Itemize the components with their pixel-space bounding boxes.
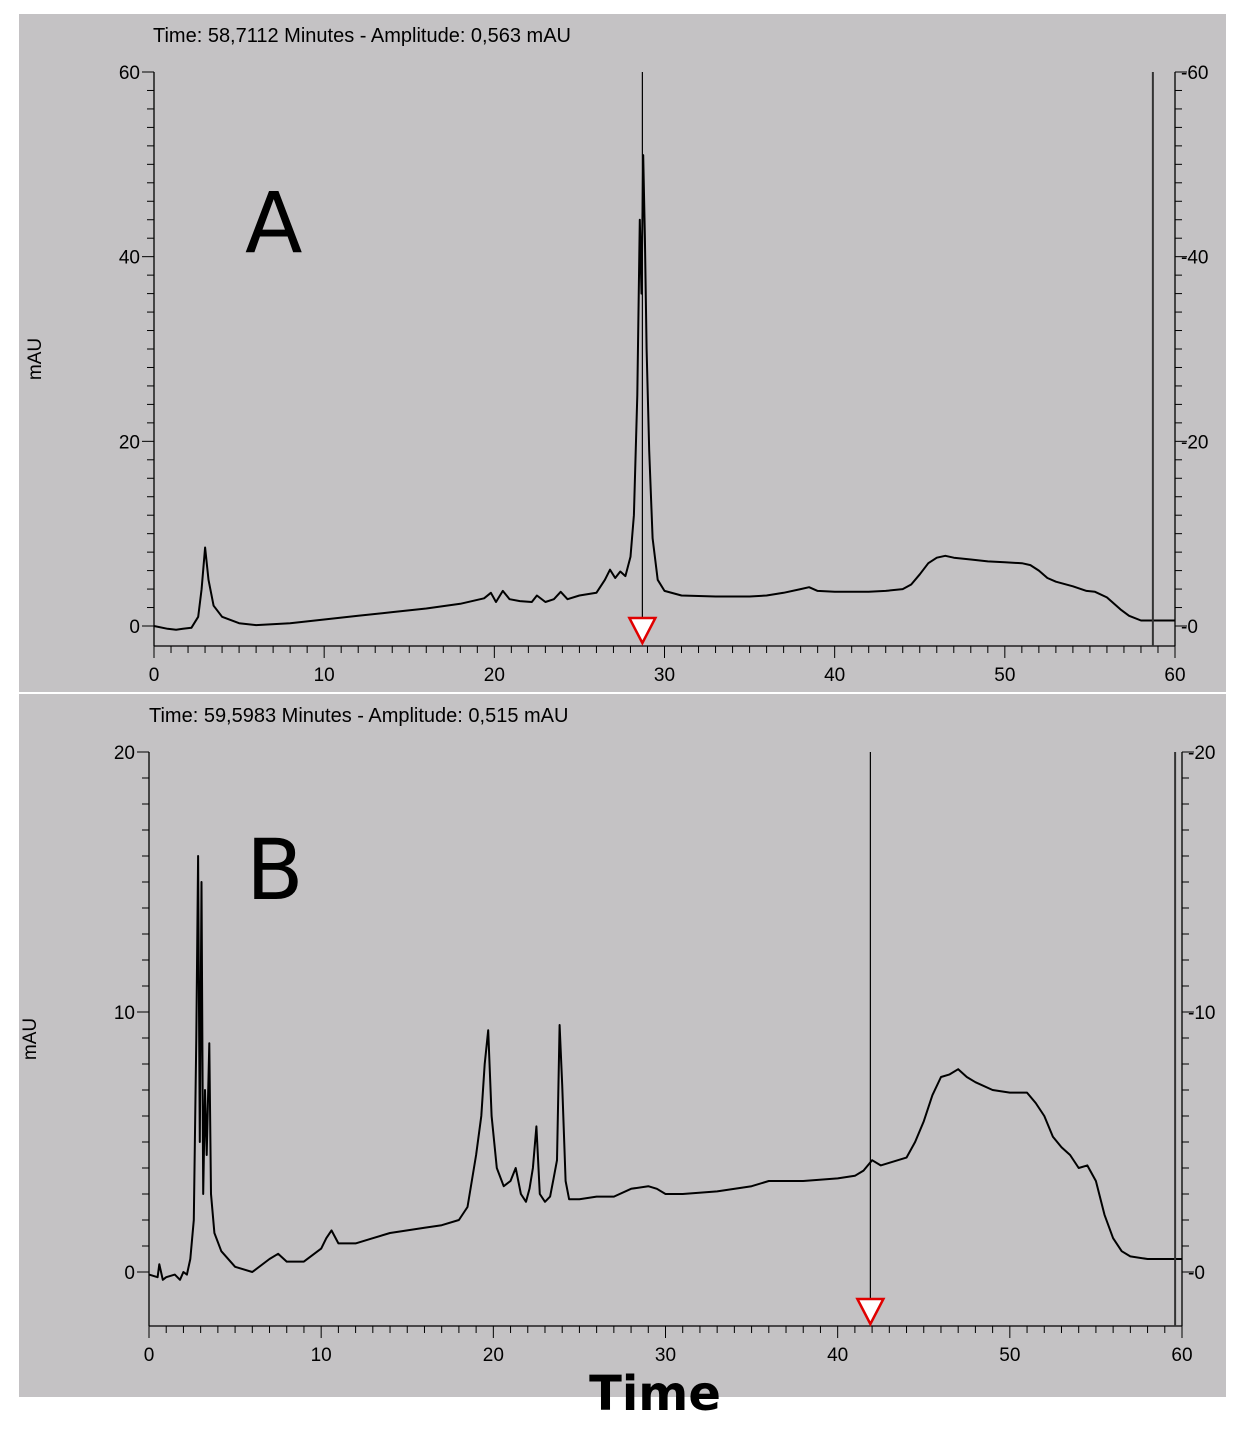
x-tick-label: 50 [994,665,1015,686]
y-right-tick-label: -40 [1181,248,1208,269]
y-axis-label: mAU [20,1018,41,1060]
x-tick-label: 60 [1171,1345,1192,1366]
x-tick-label: 50 [999,1345,1020,1366]
y-tick-label: 10 [114,1003,135,1024]
chromatogram-trace [153,154,1175,631]
cursor-readout: Time: 58,7112 Minutes - Amplitude: 0,563… [153,25,571,47]
y-right-tick-label: -10 [1188,1003,1215,1024]
chromatogram-a-svg: Time: 58,7112 Minutes - Amplitude: 0,563… [25,25,1208,686]
x-tick-label: 0 [149,665,160,686]
y-tick-label: 20 [114,743,135,764]
x-tick-label: 40 [824,665,845,686]
chromatogram-trace [148,855,1182,1281]
y-right-tick-label: -60 [1181,63,1208,84]
x-axis-title: Time [589,1366,721,1422]
y-tick-label: 60 [119,63,140,84]
y-right-tick-label: -0 [1181,617,1198,638]
y-right-tick-label: -20 [1181,432,1208,453]
panel-letter: A [245,174,302,272]
cursor-readout: Time: 59,5983 Minutes - Amplitude: 0,515… [149,705,568,727]
x-tick-label: 10 [314,665,335,686]
y-right-tick-label: -0 [1188,1263,1205,1284]
chromatogram-b-svg: Time: 59,5983 Minutes - Amplitude: 0,515… [20,705,1215,1366]
cursor-marker-icon [855,1297,886,1327]
y-tick-label: 0 [124,1263,135,1284]
y-tick-label: 40 [119,248,140,269]
x-tick-label: 0 [144,1345,155,1366]
x-tick-label: 20 [483,1345,504,1366]
panel-letter: B [246,821,304,919]
x-tick-label: 30 [654,665,675,686]
cursor-marker-icon [627,616,658,646]
y-tick-label: 20 [119,432,140,453]
x-tick-label: 30 [655,1345,676,1366]
y-right-tick-label: -20 [1188,743,1215,764]
chromatogram-panel-b: Time: 59,5983 Minutes - Amplitude: 0,515… [19,694,1226,1397]
x-tick-label: 60 [1164,665,1185,686]
chromatogram-panel-a: Time: 58,7112 Minutes - Amplitude: 0,563… [19,14,1226,692]
x-tick-label: 10 [311,1345,332,1366]
y-tick-label: 0 [129,617,140,638]
y-axis-label: mAU [25,338,46,380]
x-tick-label: 20 [484,665,505,686]
x-tick-label: 40 [827,1345,848,1366]
